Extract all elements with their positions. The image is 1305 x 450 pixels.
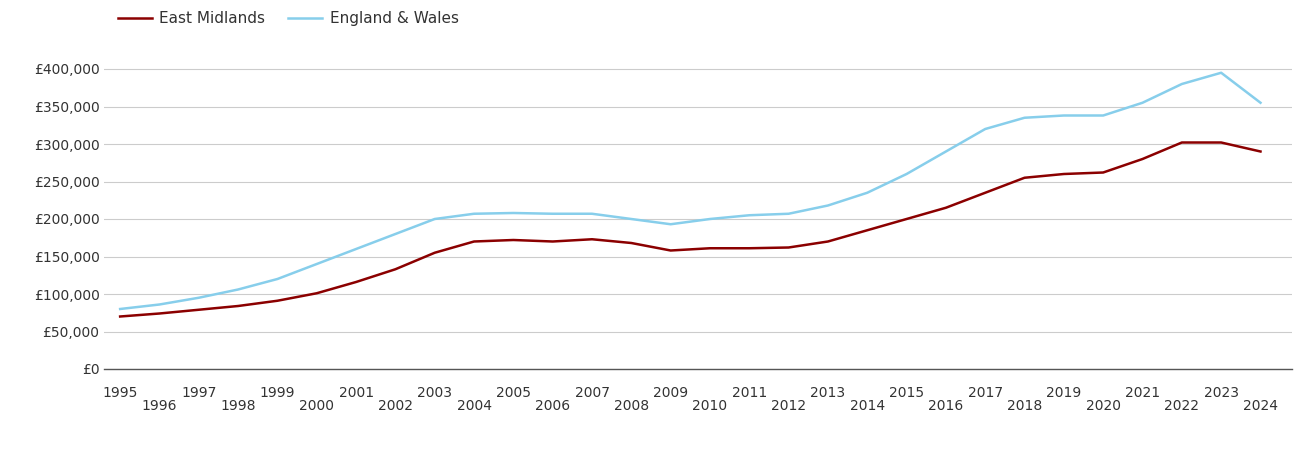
England & Wales <box>309 261 325 267</box>
Text: 2013: 2013 <box>810 386 846 400</box>
East Midlands <box>1017 175 1032 180</box>
East Midlands <box>545 239 561 244</box>
East Midlands <box>977 190 993 195</box>
England & Wales <box>741 212 757 218</box>
Text: 2021: 2021 <box>1125 386 1160 400</box>
Text: 1997: 1997 <box>181 386 217 400</box>
England & Wales <box>1017 115 1032 121</box>
Text: 1995: 1995 <box>102 386 138 400</box>
East Midlands <box>938 205 954 211</box>
England & Wales <box>1095 113 1111 118</box>
Text: 2004: 2004 <box>457 399 492 413</box>
Text: 2003: 2003 <box>418 386 453 400</box>
East Midlands <box>899 216 915 222</box>
East Midlands <box>112 314 128 319</box>
Text: 2002: 2002 <box>378 399 412 413</box>
England & Wales <box>938 149 954 154</box>
East Midlands <box>860 228 876 233</box>
England & Wales <box>1253 100 1268 105</box>
England & Wales <box>230 287 245 292</box>
England & Wales <box>270 276 286 282</box>
England & Wales <box>466 211 482 216</box>
Legend: East Midlands, England & Wales: East Midlands, England & Wales <box>112 5 465 32</box>
Text: 2020: 2020 <box>1086 399 1121 413</box>
England & Wales <box>860 190 876 195</box>
East Midlands <box>1095 170 1111 175</box>
East Midlands <box>624 240 639 246</box>
East Midlands <box>585 237 600 242</box>
Text: 2001: 2001 <box>338 386 373 400</box>
Text: 2006: 2006 <box>535 399 570 413</box>
England & Wales <box>1174 81 1190 87</box>
England & Wales <box>388 231 403 237</box>
East Midlands <box>1056 171 1071 177</box>
England & Wales <box>820 203 835 208</box>
East Midlands <box>702 246 718 251</box>
East Midlands <box>820 239 835 244</box>
Text: 1996: 1996 <box>142 399 177 413</box>
East Midlands <box>741 246 757 251</box>
Text: 2019: 2019 <box>1047 386 1082 400</box>
England & Wales <box>545 211 561 216</box>
East Midlands <box>191 307 206 312</box>
England & Wales <box>624 216 639 222</box>
Text: 2011: 2011 <box>732 386 767 400</box>
East Midlands <box>1214 140 1229 145</box>
Text: 2017: 2017 <box>968 386 1002 400</box>
Text: 2007: 2007 <box>574 386 609 400</box>
Text: 1999: 1999 <box>260 386 295 400</box>
Text: 2015: 2015 <box>889 386 924 400</box>
Text: 2009: 2009 <box>652 386 688 400</box>
England & Wales <box>977 126 993 132</box>
East Midlands <box>348 279 364 285</box>
England & Wales <box>191 295 206 301</box>
England & Wales <box>151 302 167 307</box>
Text: 2014: 2014 <box>850 399 885 413</box>
England & Wales <box>427 216 442 222</box>
East Midlands <box>270 298 286 303</box>
England & Wales <box>1134 100 1150 105</box>
Text: 2005: 2005 <box>496 386 531 400</box>
East Midlands <box>505 237 521 243</box>
Text: 2012: 2012 <box>771 399 806 413</box>
Line: England & Wales: England & Wales <box>120 73 1261 309</box>
England & Wales <box>780 211 796 216</box>
Text: 2008: 2008 <box>613 399 649 413</box>
Text: 1998: 1998 <box>221 399 256 413</box>
East Midlands <box>780 245 796 250</box>
England & Wales <box>663 221 679 227</box>
England & Wales <box>585 211 600 216</box>
East Midlands <box>1174 140 1190 145</box>
Text: 2022: 2022 <box>1164 399 1199 413</box>
England & Wales <box>348 246 364 252</box>
England & Wales <box>505 210 521 216</box>
England & Wales <box>899 171 915 177</box>
Text: 2018: 2018 <box>1007 399 1043 413</box>
East Midlands <box>1134 156 1150 162</box>
East Midlands <box>1253 149 1268 154</box>
England & Wales <box>1214 70 1229 76</box>
England & Wales <box>1056 113 1071 118</box>
East Midlands <box>230 303 245 309</box>
East Midlands <box>427 250 442 256</box>
Text: 2000: 2000 <box>299 399 334 413</box>
East Midlands <box>388 266 403 272</box>
Line: East Midlands: East Midlands <box>120 143 1261 316</box>
England & Wales <box>112 306 128 312</box>
East Midlands <box>663 248 679 253</box>
East Midlands <box>151 311 167 316</box>
Text: 2023: 2023 <box>1203 386 1238 400</box>
East Midlands <box>309 291 325 296</box>
England & Wales <box>702 216 718 222</box>
Text: 2010: 2010 <box>693 399 727 413</box>
East Midlands <box>466 239 482 244</box>
Text: 2024: 2024 <box>1242 399 1278 413</box>
Text: 2016: 2016 <box>928 399 963 413</box>
